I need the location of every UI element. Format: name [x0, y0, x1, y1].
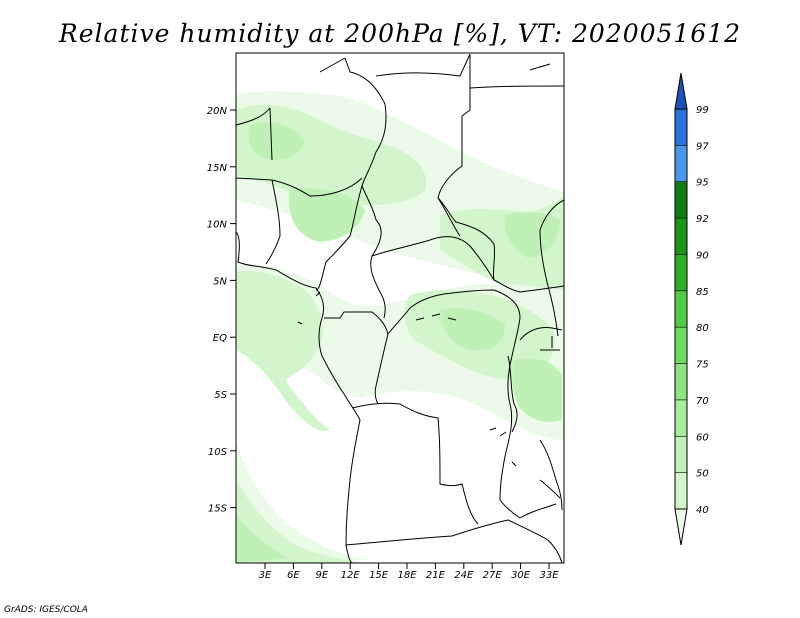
border-drc-east	[499, 355, 521, 519]
colorbar-label: 50	[696, 469, 709, 480]
lat-tick-label: 15S	[208, 504, 228, 515]
border-chad-sudan	[375, 53, 471, 237]
map-title: Relative humidity at 200hPa [%], VT: 202…	[58, 19, 741, 48]
colorbar: 40 50 60 70 75 80 85 90 92 95 97 99	[674, 72, 709, 546]
coast-red-sea	[529, 63, 551, 71]
colorbar-label: 92	[696, 214, 709, 225]
border-benin-nigeria	[265, 179, 281, 265]
colorbar-segment	[675, 109, 687, 146]
rh-60-region-basin	[440, 308, 505, 351]
lon-tick-label: 9E	[315, 570, 328, 581]
lon-tick-label: 12E	[341, 570, 361, 581]
colorbar-segment	[675, 472, 687, 509]
border-lake-victoria	[540, 336, 560, 351]
border-sudan-car	[437, 197, 496, 281]
colorbar-segment	[675, 327, 687, 364]
border-gabon-congo	[324, 311, 389, 405]
lake-tanganyika	[507, 355, 518, 433]
border-congo-drc-north	[387, 289, 521, 357]
lat-tick-label: 5S	[214, 390, 227, 401]
lat-tick-label: 15N	[207, 163, 228, 174]
colorbar-label: 97	[696, 141, 709, 152]
rh-50-region-coast	[236, 270, 330, 431]
border-drc-angola	[351, 402, 479, 525]
lakes-and-islands	[297, 291, 517, 467]
colorbar-segment	[675, 290, 687, 328]
border-zambia-malawi	[519, 479, 561, 519]
lon-tick-label: 6E	[287, 570, 300, 581]
border-cameroon-car	[370, 219, 386, 319]
colorbar-label: 90	[696, 250, 709, 261]
latitude-axis: 20N 15N 10N 5N EQ 5S 10S 15S	[207, 106, 236, 515]
lon-tick-label: 30E	[511, 570, 531, 581]
rh-60-region-west	[289, 188, 365, 242]
rh-60-region-south	[236, 515, 290, 563]
colorbar-segment	[675, 399, 687, 437]
colorbar-label: 80	[696, 323, 709, 334]
country-borders	[235, 53, 565, 564]
colorbar-label: 85	[696, 287, 709, 298]
border-niger-chad	[319, 57, 387, 221]
border-car-south	[371, 236, 565, 293]
colorbar-label: 60	[696, 432, 709, 443]
border-south-sudan-ethiopia	[539, 199, 565, 337]
colorbar-segment	[675, 218, 687, 255]
lat-tick-label: 10S	[208, 447, 228, 458]
lon-tick-label: 27E	[483, 570, 503, 581]
humidity-field	[236, 91, 564, 563]
lon-tick-label: 21E	[426, 570, 446, 581]
lon-tick-label: 3E	[259, 570, 272, 581]
colorbar-upper-arrow	[674, 72, 688, 110]
lat-tick-label: 20N	[207, 106, 228, 117]
colorbar-segment	[675, 436, 687, 473]
colorbar-label: 75	[696, 360, 709, 371]
coastline-west	[235, 231, 361, 564]
lon-tick-label: 33E	[539, 570, 559, 581]
lat-tick-label: 5N	[213, 276, 227, 287]
border-egypt-sudan	[469, 85, 565, 110]
border-west-africa	[235, 107, 363, 197]
colorbar-label: 70	[696, 396, 709, 407]
colorbar-lower-arrow	[674, 508, 688, 546]
border-nigeria-cameroon	[315, 185, 363, 291]
map-frame	[235, 52, 565, 564]
rh-60-region-north	[248, 122, 305, 160]
colorbar-segment	[675, 254, 687, 291]
border-angola-zambia	[345, 519, 563, 564]
rh-50-region-south	[236, 480, 365, 563]
colorbar-label: 99	[696, 105, 709, 116]
colorbar-label: 40	[696, 505, 709, 516]
border-uganda-kenya	[519, 327, 563, 341]
grads-credit: GrADS: IGES/COLA	[4, 605, 88, 615]
rh-60-region-lakes	[512, 358, 562, 422]
lake-malawi	[539, 439, 563, 511]
colorbar-segment	[675, 181, 687, 219]
colorbar-segment	[675, 145, 687, 182]
lon-tick-label: 15E	[369, 570, 389, 581]
lat-tick-label: EQ	[213, 333, 227, 344]
rh-60-region-east	[504, 212, 560, 258]
lat-tick-label: 10N	[207, 220, 228, 231]
colorbar-label: 95	[696, 178, 709, 189]
lon-tick-label: 18E	[397, 570, 417, 581]
longitude-axis: 3E 6E 9E 12E 15E 18E 21E 24E 27E 30E 33E	[259, 563, 559, 581]
colorbar-segment	[675, 363, 687, 400]
lon-tick-label: 24E	[454, 570, 474, 581]
